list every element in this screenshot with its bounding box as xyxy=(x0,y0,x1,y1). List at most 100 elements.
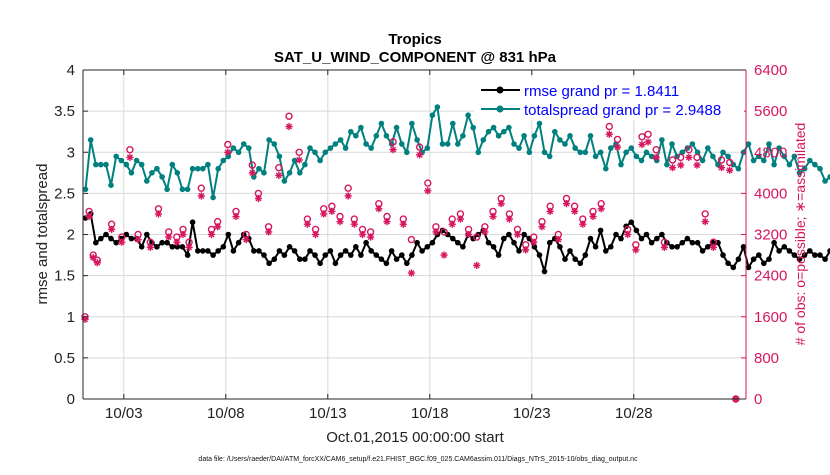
obs-assimilated-marker xyxy=(208,231,215,238)
rmse-point xyxy=(379,256,385,262)
obs-assimilated-marker xyxy=(606,131,613,138)
y-axis-left-label: rmse and totalspread xyxy=(34,164,51,305)
obs-assimilated-marker xyxy=(677,162,684,169)
y-right-tick-label: 6400 xyxy=(754,62,787,79)
spread-point xyxy=(450,121,456,127)
rmse-point xyxy=(353,244,359,250)
y-left-tick-label: 3.5 xyxy=(54,103,75,120)
obs-assimilated-marker xyxy=(624,231,631,238)
spread-point xyxy=(277,154,283,160)
obs-assimilated-marker xyxy=(653,154,660,161)
rmse-point xyxy=(261,252,267,258)
spread-point xyxy=(720,150,726,156)
spread-point xyxy=(710,154,716,160)
spread-point xyxy=(124,162,130,168)
rmse-point xyxy=(776,248,782,254)
spread-point xyxy=(307,145,313,151)
spread-point xyxy=(425,145,431,151)
rmse-point xyxy=(139,244,145,250)
rmse-point xyxy=(542,269,548,275)
rmse-point xyxy=(690,240,696,246)
obs-assimilated-marker xyxy=(243,236,250,243)
rmse-point xyxy=(348,252,354,258)
rmse-point xyxy=(205,248,211,254)
spread-point xyxy=(103,162,109,168)
y-left-tick-label: 0 xyxy=(67,391,75,408)
obs-assimilated-marker xyxy=(661,244,668,251)
y-right-tick-label: 4000 xyxy=(754,185,787,202)
rmse-point xyxy=(491,244,497,250)
rmse-point xyxy=(425,244,431,250)
obs-assimilated-marker xyxy=(432,228,439,235)
spread-point xyxy=(440,141,446,147)
obs-assimilated-marker xyxy=(249,169,256,176)
x-tick-label: 10/03 xyxy=(105,405,143,422)
spread-point xyxy=(108,182,114,188)
spread-point xyxy=(588,133,594,139)
spread-point xyxy=(134,158,140,164)
rmse-point xyxy=(277,248,283,254)
spread-point xyxy=(516,145,522,151)
spread-point xyxy=(317,158,323,164)
spread-point xyxy=(491,125,497,131)
spread-point xyxy=(506,125,512,131)
spread-point xyxy=(527,150,533,156)
spread-point xyxy=(521,133,527,139)
obs-assimilated-marker xyxy=(296,156,303,163)
spread-point xyxy=(532,133,538,139)
obs-assimilated-marker xyxy=(336,218,343,225)
x-tick-label: 10/28 xyxy=(615,405,653,422)
rmse-point xyxy=(583,252,589,258)
spread-point xyxy=(333,141,339,147)
y-right-tick-label: 2400 xyxy=(754,268,787,285)
spread-point xyxy=(119,158,125,164)
rmse-point xyxy=(144,232,150,238)
spread-point xyxy=(649,154,655,160)
obs-assimilated-marker xyxy=(416,151,423,158)
rmse-point xyxy=(649,240,655,246)
rmse-point xyxy=(695,240,701,246)
spread-point xyxy=(154,166,160,172)
rmse-point xyxy=(521,232,527,238)
spread-point xyxy=(83,187,89,193)
spread-point xyxy=(210,195,216,201)
spread-point xyxy=(190,166,196,172)
spread-point xyxy=(639,158,645,164)
spread-point xyxy=(771,162,777,168)
rmse-point xyxy=(307,248,313,254)
obs-assimilated-marker xyxy=(547,208,554,215)
rmse-point xyxy=(741,244,747,250)
spread-point xyxy=(302,162,308,168)
spread-point xyxy=(562,141,568,147)
rmse-point xyxy=(287,244,293,250)
spread-point xyxy=(379,121,385,127)
rmse-point xyxy=(598,228,604,234)
spread-point xyxy=(812,162,818,168)
rmse-point xyxy=(567,248,573,254)
spread-point xyxy=(348,129,354,135)
rmse-point xyxy=(731,265,737,271)
rmse-point xyxy=(210,252,216,258)
spread-point xyxy=(287,170,293,176)
obs-assimilated-marker xyxy=(718,164,725,171)
obs-assimilated-marker xyxy=(165,233,172,240)
spread-point xyxy=(261,170,267,176)
legend-spread-label: totalspread grand pr = 2.9488 xyxy=(524,102,721,119)
spread-point xyxy=(822,178,828,184)
rmse-point xyxy=(613,232,619,238)
spread-point xyxy=(455,141,461,147)
obs-assimilated-marker xyxy=(514,231,521,238)
rmse-point xyxy=(782,244,788,250)
spread-point xyxy=(644,150,650,156)
spread-point xyxy=(159,174,165,180)
rmse-point xyxy=(190,219,196,225)
rmse-point xyxy=(430,240,436,246)
spread-point xyxy=(659,137,665,143)
y-right-tick-label: 800 xyxy=(754,350,779,367)
obs-assimilated-marker xyxy=(563,200,570,207)
rmse-point xyxy=(108,236,114,242)
obs-assimilated-marker xyxy=(224,149,231,156)
rmse-point xyxy=(389,248,395,254)
spread-point xyxy=(363,141,369,147)
